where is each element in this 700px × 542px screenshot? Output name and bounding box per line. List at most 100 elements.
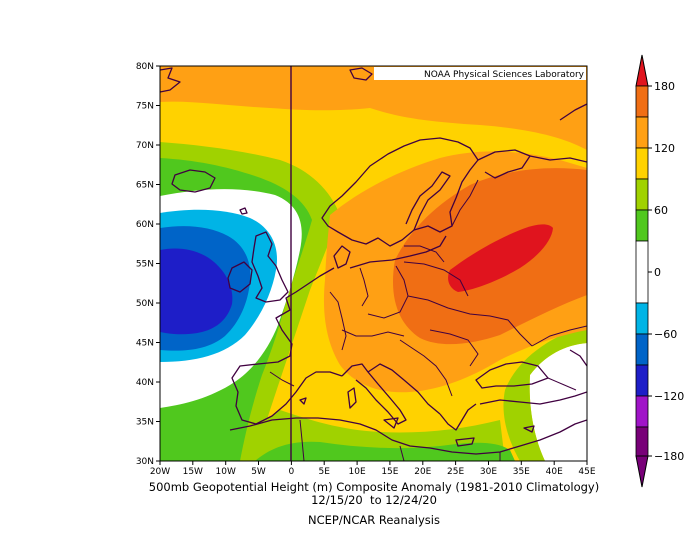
colorbar-label: 120: [654, 142, 675, 155]
border-ukraine: [407, 295, 533, 347]
coast-adriatic: [367, 363, 441, 415]
border-france-germany: [329, 291, 347, 351]
caption-source: NCEP/NCAR Reanalysis: [308, 513, 440, 527]
coast-caspian: [569, 349, 587, 367]
coast-iceland: [171, 169, 216, 193]
border-africa-2: [399, 445, 405, 461]
colorbar-label: −180: [654, 450, 684, 463]
colorbar: 180 120 60 0 −60 −120 −180: [635, 54, 684, 488]
coast-greenland: [160, 67, 181, 93]
lon-label: 0: [289, 467, 295, 477]
lon-label: 45E: [578, 467, 595, 477]
lon-label: 20E: [414, 467, 431, 477]
coast-gulf-bothnia: [405, 171, 451, 231]
colorbar-bin: [635, 85, 649, 118]
colorbar-bin: [635, 147, 649, 180]
lat-label: 60N: [136, 220, 154, 230]
band-high-north: [160, 66, 587, 150]
border-balkans: [399, 339, 453, 397]
borders: [269, 179, 587, 461]
colorbar-label: 180: [654, 80, 675, 93]
coast-turkey: [479, 391, 587, 405]
coast-ireland: [227, 261, 253, 293]
border-russia-finland: [451, 179, 479, 227]
colorbar-bottom-arrow: [635, 455, 649, 488]
band-neg120: [160, 248, 233, 335]
border-baltics: [404, 245, 445, 263]
colorbar-bin: [635, 395, 649, 428]
border-belarus: [403, 261, 469, 297]
colorbar-bin: [635, 426, 649, 457]
band-pos180-europe: [448, 224, 553, 292]
lat-label: 55N: [136, 260, 154, 270]
coast-britain: [251, 231, 289, 303]
border-poland-east: [367, 265, 409, 319]
lat-label: 30N: [136, 457, 154, 467]
lon-label: 20W: [150, 467, 170, 477]
lon-label: 40E: [546, 467, 563, 477]
caption-title: 500mb Geopotential Height (m) Composite …: [149, 480, 599, 494]
coast-cyprus: [523, 425, 535, 433]
colorbar-label: 0: [654, 266, 661, 279]
lat-axis: 80N 75N 70N 65N 60N 55N 50N 45N 40N 35N …: [136, 62, 160, 467]
coast-baltic: [349, 235, 447, 269]
border-north-africa: [299, 419, 305, 461]
border-alps: [341, 329, 405, 337]
lon-label: 5W: [251, 467, 266, 477]
colorbar-bin: [635, 302, 649, 335]
colorbar-label: 60: [654, 204, 668, 217]
colorbar-bin: [635, 364, 649, 397]
colorbar-label: −60: [654, 328, 677, 341]
coast-balearic: [299, 397, 307, 405]
border-romania: [429, 329, 479, 367]
coast-crete: [455, 437, 475, 447]
lat-label: 45N: [136, 339, 154, 349]
lat-label: 40N: [136, 378, 154, 388]
lon-label: 15E: [381, 467, 398, 477]
coast-svalbard: [349, 67, 373, 81]
border-germany-poland: [359, 267, 369, 307]
band-green-south2: [255, 441, 515, 461]
coast-sardinia: [347, 387, 357, 409]
colorbar-bin: [635, 116, 649, 149]
lon-label: 35E: [513, 467, 530, 477]
coast-kola: [477, 149, 531, 179]
lon-label: 5E: [318, 467, 330, 477]
credit-text: NOAA Physical Sciences Laboratory: [424, 70, 585, 80]
border-iberia: [269, 371, 295, 387]
coast-denmark: [333, 245, 351, 269]
coast-north-africa: [229, 417, 587, 455]
lat-label: 70N: [136, 141, 154, 151]
coast-italy: [341, 363, 407, 425]
colorbar-bin: [635, 333, 649, 366]
lon-axis: 20W 15W 10W 5W 0 5E 10E 15E 20E 25E 30E …: [150, 461, 596, 477]
coast-faroe: [239, 207, 248, 215]
colorbar-top-arrow: [635, 54, 649, 87]
anomaly-field: [160, 66, 587, 461]
lon-label: 30E: [480, 467, 497, 477]
coast-scandinavia: [321, 137, 479, 247]
band-green-med: [503, 325, 587, 461]
credit-box: [374, 67, 586, 80]
lat-label: 80N: [136, 62, 154, 72]
coast-sicily: [383, 417, 399, 429]
lon-label: 15W: [183, 467, 203, 477]
coast-continent-west: [231, 267, 343, 425]
coast-greece: [439, 403, 477, 431]
caption-dates: 12/15/20 to 12/24/20: [311, 493, 437, 507]
lat-label: 35N: [136, 418, 154, 428]
lon-label: 10W: [216, 467, 236, 477]
lat-label: 50N: [136, 299, 154, 309]
coastlines: [160, 67, 587, 455]
coast-arctic-russia: [529, 155, 587, 163]
border-russia-interior: [531, 325, 587, 347]
colorbar-bin: [635, 240, 649, 304]
lon-label: 25E: [447, 467, 464, 477]
lon-label: 10E: [349, 467, 366, 477]
colorbar-bin: [635, 178, 649, 211]
coast-novaya: [559, 103, 587, 121]
colorbar-bin: [635, 209, 649, 242]
lat-label: 75N: [136, 102, 154, 112]
lat-label: 65N: [136, 181, 154, 191]
